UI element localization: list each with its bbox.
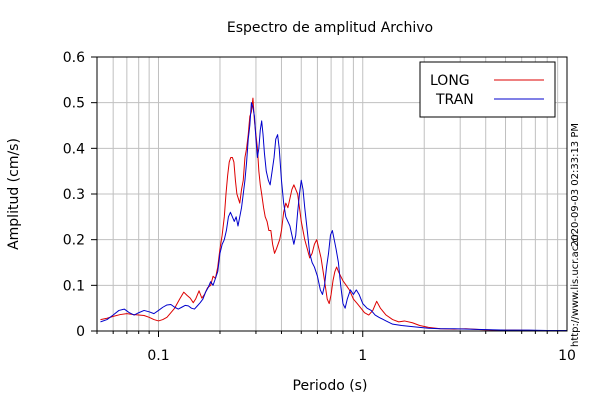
series-line-long [100,97,567,332]
legend: LONG TRAN [419,61,556,118]
y-tick-label: 0.5 [63,96,85,112]
x-tick-label: 0.1 [147,348,169,364]
y-tick-label: 0.3 [63,187,85,203]
x-tick-label: 10 [558,348,576,364]
y-tick-label: 0.4 [63,141,85,157]
y-tick-label: 0.2 [63,233,85,249]
y-tick-label: 0.1 [63,278,85,294]
grid-lines [97,57,567,331]
y-tick-label: 0.6 [63,50,85,66]
y-axis-label: Amplitud (cm/s) [6,138,22,250]
y-tick-label: 0 [76,324,85,340]
timestamp-note: 2020-09-03 02:33:13 PM [570,123,581,247]
x-axis-label: Periodo (s) [293,378,368,394]
series-layer [100,97,567,332]
series-line-tran [100,102,567,332]
legend-label-long: LONG [430,73,470,89]
url-note: http://www.lis.ucr.ac.cr [570,232,581,347]
legend-box [419,61,556,118]
x-tick-label: 1 [358,348,367,364]
axis-ticks: 0 0.1 0.2 0.3 0.4 0.5 0.6 0.1 1 10 [63,50,576,364]
chart-title: Espectro de amplitud Archivo [227,20,433,36]
legend-label-tran: TRAN [435,92,474,108]
